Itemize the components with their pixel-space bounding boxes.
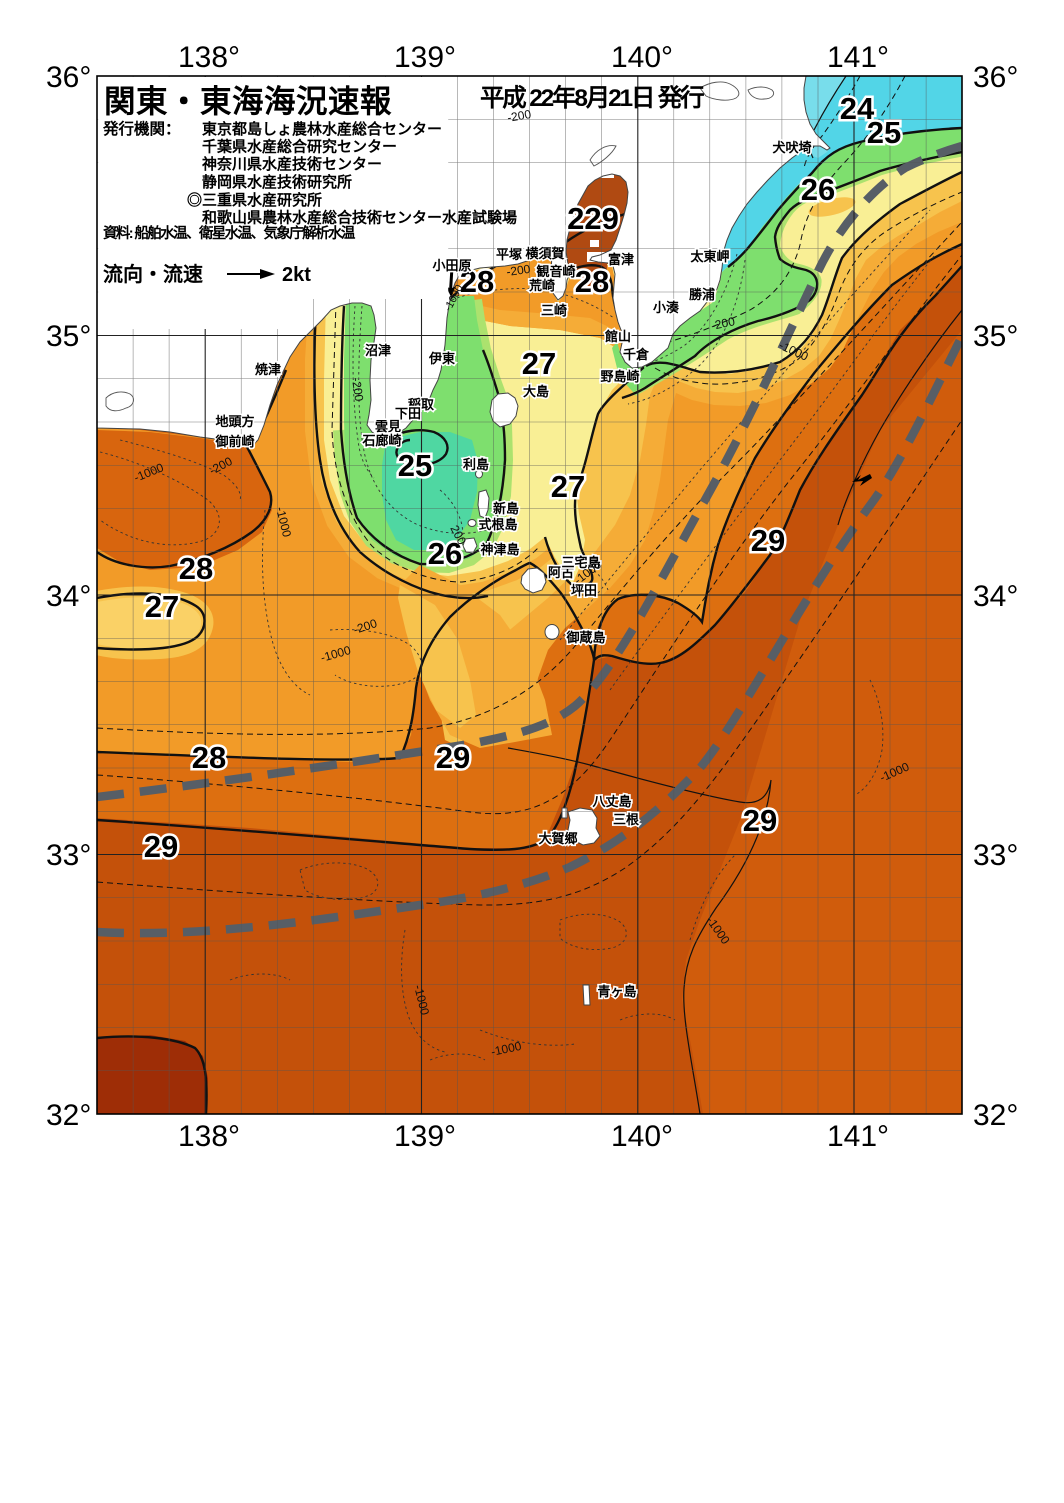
svg-text:千葉県水産総合研究センター: 千葉県水産総合研究センター — [202, 138, 397, 156]
svg-text:28: 28 — [192, 740, 226, 775]
svg-text:28: 28 — [460, 264, 494, 299]
svg-text:資料: 船舶水温、衛星水温、気象庁解析水温: 資料: 船舶水温、衛星水温、気象庁解析水温 — [103, 224, 356, 242]
svg-text:-200: -200 — [349, 376, 366, 402]
svg-text:横須賀: 横須賀 — [525, 246, 564, 261]
svg-text:35°: 35° — [973, 320, 1018, 353]
svg-text:千倉: 千倉 — [623, 347, 650, 362]
svg-text:富津: 富津 — [608, 252, 634, 267]
svg-text:東京都島しょ農林水産総合センター: 東京都島しょ農林水産総合センター — [202, 120, 442, 138]
svg-text:34°: 34° — [973, 580, 1018, 613]
svg-text:沼津: 沼津 — [365, 343, 391, 358]
svg-text:発行機関：: 発行機関： — [102, 119, 181, 138]
svg-text:36°: 36° — [46, 61, 91, 94]
svg-text:三根: 三根 — [613, 812, 640, 827]
svg-text:平塚: 平塚 — [496, 247, 522, 262]
svg-text:伊東: 伊東 — [428, 351, 455, 366]
svg-text:稲取: 稲取 — [408, 397, 435, 412]
svg-text:26: 26 — [428, 536, 462, 571]
svg-text:大賀郷: 大賀郷 — [538, 831, 577, 846]
svg-text:25: 25 — [398, 448, 432, 483]
svg-text:-200: -200 — [710, 314, 737, 333]
svg-text:◎三重県水産研究所: ◎三重県水産研究所 — [187, 191, 322, 209]
svg-text:地頭方: 地頭方 — [215, 414, 254, 429]
svg-text:139°: 139° — [394, 1120, 456, 1153]
svg-text:141°: 141° — [827, 1120, 889, 1153]
svg-text:139°: 139° — [394, 41, 456, 74]
svg-text:荒崎: 荒崎 — [528, 278, 555, 293]
svg-text:229: 229 — [567, 201, 619, 236]
svg-text:29: 29 — [751, 523, 785, 558]
svg-text:流向・流速: 流向・流速 — [103, 262, 203, 286]
svg-text:27: 27 — [551, 469, 585, 504]
svg-text:26: 26 — [801, 172, 835, 207]
svg-text:三宅島: 三宅島 — [561, 555, 600, 570]
svg-text:八丈島: 八丈島 — [591, 794, 631, 809]
svg-text:33°: 33° — [973, 839, 1018, 872]
svg-text:館山: 館山 — [605, 329, 631, 344]
svg-text:140°: 140° — [611, 41, 673, 74]
svg-text:140°: 140° — [611, 1120, 673, 1153]
svg-text:御蔵島: 御蔵島 — [565, 630, 605, 645]
svg-text:29: 29 — [144, 829, 178, 864]
svg-text:雲見: 雲見 — [375, 419, 401, 434]
svg-text:-1000: -1000 — [490, 1039, 523, 1059]
svg-text:2kt: 2kt — [282, 264, 311, 286]
svg-text:利島: 利島 — [463, 457, 489, 472]
svg-text:25: 25 — [867, 115, 901, 150]
svg-text:小田原: 小田原 — [432, 258, 471, 273]
svg-text:32°: 32° — [46, 1099, 91, 1132]
svg-text:神奈川県水産技術センター: 神奈川県水産技術センター — [202, 155, 382, 173]
svg-text:太東岬: 太東岬 — [689, 249, 729, 264]
svg-text:新島: 新島 — [493, 501, 519, 516]
svg-text:29: 29 — [743, 803, 777, 838]
svg-text:和歌山県農林水産総合技術センター水産試験場: 和歌山県農林水産総合技術センター水産試験場 — [202, 209, 517, 227]
svg-text:24: 24 — [840, 91, 875, 126]
svg-text:-200: -200 — [505, 262, 531, 279]
svg-text:36°: 36° — [973, 61, 1018, 94]
svg-text:坪田: 坪田 — [571, 583, 597, 598]
svg-text:関東・東海海況速報: 関東・東海海況速報 — [104, 83, 392, 119]
svg-text:式根島: 式根島 — [478, 517, 517, 532]
svg-text:犬吠埼: 犬吠埼 — [772, 140, 811, 155]
svg-text:平成 22年8月21日 発行: 平成 22年8月21日 発行 — [480, 83, 704, 112]
svg-text:阿古: 阿古 — [548, 565, 574, 580]
svg-text:28: 28 — [575, 264, 609, 299]
svg-text:34°: 34° — [46, 580, 91, 613]
svg-text:33°: 33° — [46, 839, 91, 872]
svg-text:29: 29 — [436, 740, 470, 775]
svg-text:小湊: 小湊 — [653, 300, 680, 315]
svg-text:28: 28 — [179, 551, 213, 586]
svg-text:大島: 大島 — [523, 384, 549, 399]
svg-text:-200: -200 — [506, 107, 532, 125]
svg-text:27: 27 — [522, 346, 556, 381]
svg-text:35°: 35° — [46, 320, 91, 353]
svg-text:下田: 下田 — [395, 406, 421, 421]
svg-text:静岡県水産技術研究所: 静岡県水産技術研究所 — [202, 173, 352, 191]
svg-text:野島崎: 野島崎 — [600, 369, 639, 384]
svg-text:138°: 138° — [178, 41, 240, 74]
svg-text:青ヶ島: 青ヶ島 — [597, 984, 636, 999]
svg-text:御前崎: 御前崎 — [214, 434, 254, 449]
svg-text:神津島: 神津島 — [480, 542, 519, 557]
svg-text:勝浦: 勝浦 — [689, 287, 715, 302]
svg-text:141°: 141° — [827, 41, 889, 74]
svg-text:32°: 32° — [973, 1099, 1018, 1132]
svg-text:焼津: 焼津 — [255, 362, 281, 377]
svg-text:三崎: 三崎 — [541, 303, 567, 318]
svg-text:138°: 138° — [178, 1120, 240, 1153]
svg-text:27: 27 — [145, 589, 179, 624]
svg-text:石廊崎: 石廊崎 — [361, 433, 401, 448]
svg-text:観音崎: 観音崎 — [535, 264, 575, 279]
